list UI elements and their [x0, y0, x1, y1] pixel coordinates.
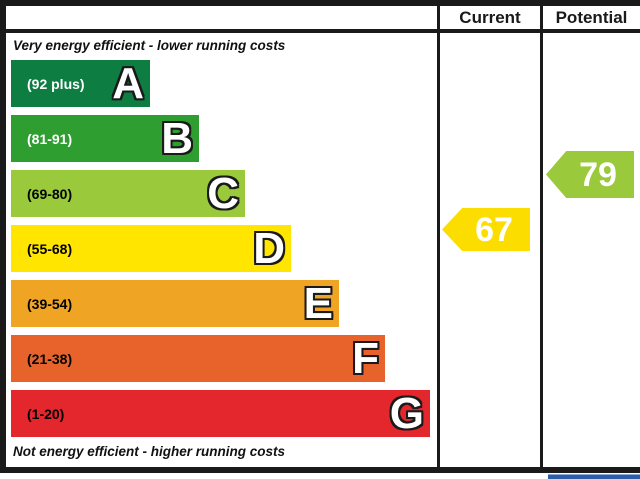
band-c: (69-80) C [11, 170, 245, 217]
band-a: (92 plus) A [11, 60, 150, 107]
current-rating-arrow: 67 [442, 208, 530, 251]
band-c-letter: C [207, 168, 239, 218]
band-g: (1-20) G [11, 390, 430, 437]
table-border-left [0, 0, 6, 473]
band-g-range: (1-20) [27, 405, 65, 422]
band-e-letter: E [303, 278, 333, 328]
band-c-range: (69-80) [27, 185, 73, 202]
band-a-range: (92 plus) [27, 75, 85, 92]
table-border-bottom [0, 467, 640, 473]
band-b: (81-91) B [11, 115, 199, 162]
band-f: (21-38) F [11, 335, 385, 382]
band-b-range: (81-91) [27, 130, 73, 147]
header-divider-line [0, 29, 640, 33]
potential-column-header: Potential [555, 8, 628, 27]
band-a-letter: A [112, 58, 144, 108]
band-d: (55-68) D [11, 225, 291, 272]
band-b-letter: B [161, 113, 193, 163]
current-column-divider [437, 0, 440, 473]
band-e: (39-54) E [11, 280, 339, 327]
bottom-caption: Not energy efficient - higher running co… [13, 444, 286, 459]
band-g-letter: G [389, 388, 424, 438]
current-column-header: Current [459, 8, 521, 27]
band-d-letter: D [253, 223, 285, 273]
band-d-range: (55-68) [27, 240, 73, 257]
current-rating-value: 67 [475, 210, 513, 249]
top-caption: Very energy efficient - lower running co… [13, 38, 286, 53]
next-section-blue-bar [548, 474, 640, 479]
potential-rating-arrow: 79 [546, 151, 634, 198]
potential-column-divider [540, 0, 543, 473]
band-f-letter: F [352, 333, 379, 383]
potential-rating-value: 79 [579, 155, 617, 194]
band-f-range: (21-38) [27, 350, 73, 367]
table-border-top [0, 0, 640, 6]
band-e-range: (39-54) [27, 295, 73, 312]
